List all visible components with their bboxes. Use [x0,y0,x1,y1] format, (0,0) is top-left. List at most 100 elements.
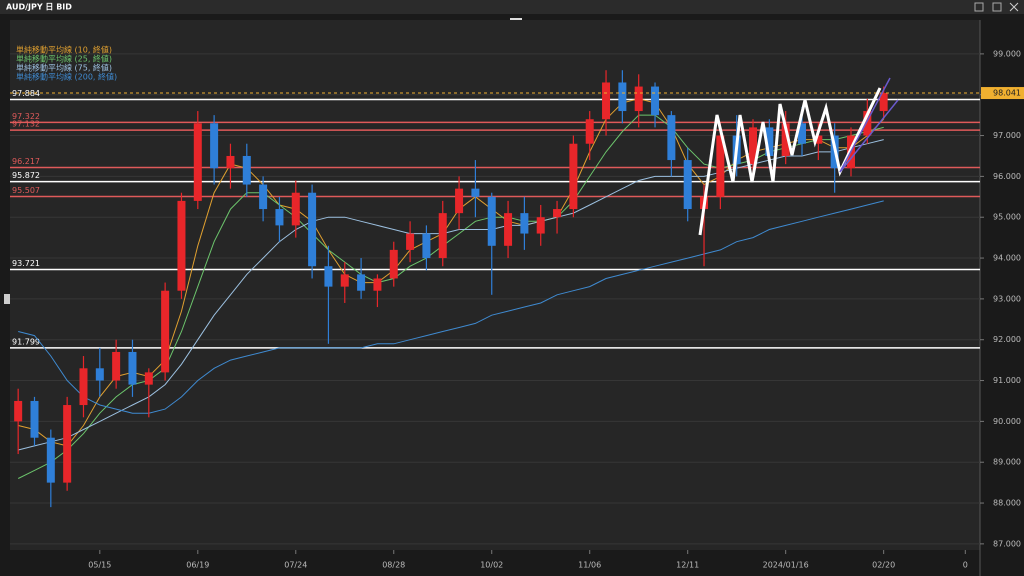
candle-body [324,266,333,287]
candle-body [95,368,104,381]
candle-body [814,135,823,144]
candle-body [585,119,594,144]
x-tick-label: 12/11 [676,561,699,570]
candle-body [193,123,202,201]
candle-body [536,217,545,234]
close-button[interactable] [1009,2,1019,12]
candle-body [373,278,382,291]
candle-body [389,249,398,279]
last-price-tag-bg [981,87,1024,100]
price-level-label: 97.884 [12,89,40,98]
y-tick-label: 96.000 [993,172,1021,181]
candle-body [161,290,170,373]
candle-body [357,274,366,291]
last-price-tag: 98.041 [993,89,1021,98]
candle-body [765,127,774,156]
price-level-label: 97.132 [12,120,40,129]
candle-body [651,86,660,116]
y-tick-label: 92.000 [993,335,1021,344]
price-level-label: 97.322 [12,112,40,121]
candle-body [781,123,790,156]
candle-body [504,213,513,246]
y-tick-label: 90.000 [993,417,1021,426]
candle-body [242,155,251,185]
maximize-button[interactable] [992,2,1002,12]
candle-body [210,123,219,169]
legend-entry: 単純移動平均線 (10, 終値) [16,45,112,55]
candle-body [259,184,268,210]
y-tick-label: 94.000 [993,254,1021,263]
candle-body [438,213,447,259]
candle-body [79,368,88,406]
x-tick-label: 10/02 [480,561,503,570]
candle-body [667,115,676,161]
candle-body [291,192,300,226]
trend-line [839,77,891,173]
price-level-label: 93.721 [12,259,40,268]
legend-entry: 単純移動平均線 (75, 終値) [16,63,112,73]
price-level-label: 95.507 [12,186,40,195]
candle-body [340,274,349,287]
x-tick-label: 07/24 [284,561,307,570]
candle-body [553,209,562,218]
side-handle[interactable] [4,294,10,304]
price-level-label: 91.799 [12,337,40,346]
candle-body [520,213,529,234]
y-tick-label: 97.000 [993,131,1021,140]
help-button[interactable] [974,2,984,12]
candle-body [144,372,153,385]
y-tick-label: 89.000 [993,458,1021,467]
candle-body [487,196,496,246]
y-tick-label: 95.000 [993,213,1021,222]
candle-body [471,188,480,197]
candle-body [112,351,121,381]
x-tick-label: 2024/01/16 [763,561,809,570]
candle-body [128,351,137,385]
candle-body [63,405,72,483]
candle-body [683,160,692,210]
moving-average-line [18,200,884,414]
candle-body [618,82,627,112]
candle-body [749,127,758,165]
candle-body [308,192,317,267]
y-tick-label: 88.000 [993,499,1021,508]
legend-entry: 単純移動平均線 (200, 終値) [16,72,117,82]
candle-body [226,155,235,169]
moving-average-line [18,139,884,451]
title-bar [0,0,1024,14]
candle-body [716,135,725,197]
x-tick-label: 02/20 [872,561,895,570]
candle-body [406,233,415,250]
candle-body [46,437,55,483]
price-level-label: 95.872 [12,171,40,180]
price-level-label: 96.217 [12,157,40,166]
candle-body [602,82,611,120]
y-tick-label: 93.000 [993,294,1021,303]
y-tick-label: 99.000 [993,49,1021,58]
y-tick-label: 87.000 [993,539,1021,548]
candle-body [879,93,888,112]
candle-body [422,233,431,259]
candle-body [455,188,464,214]
candle-body [14,400,23,422]
candle-body [30,400,39,438]
candle-body [798,123,807,144]
y-tick-label: 91.000 [993,376,1021,385]
candle-body [634,86,643,112]
x-tick-label: 0 [963,561,968,570]
candle-body [863,111,872,136]
x-tick-label: 08/28 [382,561,405,570]
legend-entry: 単純移動平均線 (25, 終値) [16,54,112,64]
candle-body [275,209,284,226]
zigzag-drawing [698,87,882,236]
plot-area [10,20,980,550]
candle-body [569,143,578,210]
chart-title: AUD/JPY 日 BID [6,3,72,12]
x-tick-label: 06/19 [186,561,209,570]
trend-line [839,99,899,173]
x-tick-label: 05/15 [88,561,111,570]
candle-body [177,200,186,291]
x-tick-label: 11/06 [578,561,601,570]
